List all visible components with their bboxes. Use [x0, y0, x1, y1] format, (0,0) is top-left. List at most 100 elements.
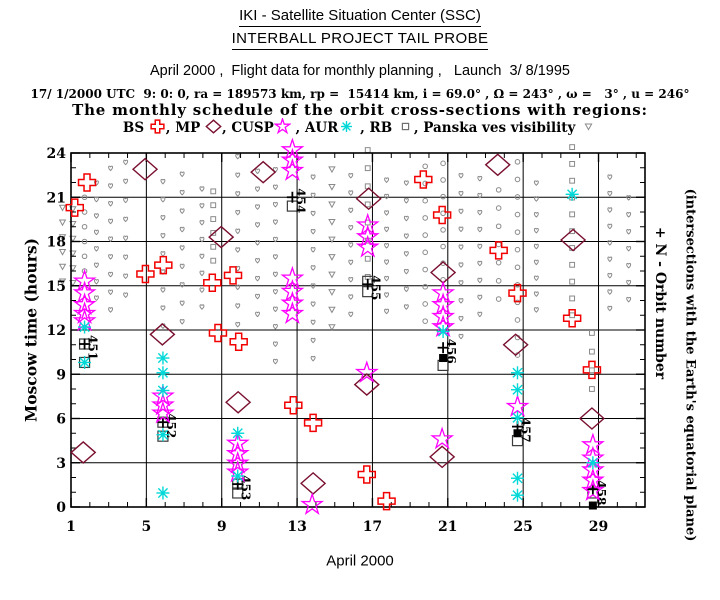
cusp-star-mark	[431, 292, 456, 316]
visibility-circ-mark	[422, 283, 428, 290]
visibility-heart-mark	[533, 227, 539, 234]
visibility-heart-mark	[458, 190, 464, 197]
bs-cross-mark	[489, 241, 508, 260]
visibility-sq-mark	[589, 386, 595, 392]
visibility-heart-mark	[123, 235, 129, 242]
aur-asterisk-mark	[231, 469, 245, 483]
visibility-heart-mark	[477, 294, 483, 301]
cusp-star-mark	[280, 265, 305, 289]
mp-diamond-mark	[502, 333, 529, 357]
visibility-sq-mark	[364, 255, 371, 262]
x-tick-label: 25	[513, 519, 532, 535]
diamond-legend-glyph	[205, 119, 222, 134]
x-axis-title: April 2000	[326, 552, 394, 570]
visibility-tri-mark	[328, 254, 336, 261]
visibility-heart-mark	[533, 212, 539, 218]
visibility-tri-mark	[58, 249, 67, 256]
visibility-heart-mark	[108, 307, 114, 313]
visibility-heart-mark	[179, 245, 185, 251]
visibility-heart-mark	[108, 165, 114, 172]
visibility-heart-mark	[626, 229, 632, 235]
visibility-circ-mark	[81, 194, 88, 201]
visibility-heart-mark	[160, 214, 166, 221]
visibility-heart-mark	[348, 259, 354, 266]
cross-legend-glyph	[150, 119, 165, 134]
bs-cross-mark	[229, 332, 248, 352]
visibility-circ-mark	[495, 187, 502, 193]
visibility-heart-mark	[255, 240, 260, 246]
visibility-sq-mark	[569, 312, 576, 319]
mp-diamond-mark	[353, 373, 380, 397]
visibility-heart-mark	[607, 305, 613, 312]
visibility-heart-mark	[179, 189, 185, 196]
visibility-heart-mark	[123, 292, 129, 299]
visibility-heart-mark	[310, 228, 316, 235]
orbit-elements-line: 17/ 1/2000 UTC 9: 0: 0, ra = 189573 km, …	[30, 87, 690, 101]
visibility-heart-mark	[348, 172, 354, 179]
visibility-circ-mark	[422, 197, 428, 204]
y-tick-label: 9	[56, 367, 66, 383]
visibility-heart-mark	[108, 236, 114, 243]
visibility-heart-mark	[160, 178, 166, 185]
cusp-star-mark	[280, 147, 305, 171]
visibility-heart-mark	[384, 226, 390, 233]
visibility-heart-mark	[458, 298, 464, 304]
visibility-heart-mark	[93, 295, 99, 302]
visibility-heart-mark	[255, 257, 260, 264]
visibility-heart-mark	[348, 276, 354, 283]
visibility-heart-mark	[310, 210, 316, 217]
visibility-heart-mark	[123, 273, 129, 280]
visibility-heart-mark	[160, 287, 166, 293]
visibility-sq-mark	[589, 348, 595, 355]
visibility-tri-mark	[58, 219, 67, 227]
asterisk-legend-glyph	[341, 120, 353, 133]
visibility-heart-mark	[310, 265, 316, 271]
visibility-circ-mark	[81, 209, 88, 215]
aur-asterisk-mark	[231, 426, 245, 440]
orbit-number-label: 454	[293, 188, 307, 213]
visibility-circ-mark	[422, 163, 428, 170]
bs-cross-mark	[136, 264, 155, 284]
aur-asterisk-mark	[156, 351, 170, 365]
mp-diamond-mark	[250, 160, 277, 184]
x-tick-label: 21	[438, 519, 457, 535]
visibility-heart-mark	[384, 292, 390, 298]
orbit-number-label: 456	[444, 339, 458, 364]
visibility-heart-mark	[477, 192, 483, 199]
bs-cross-mark	[203, 273, 222, 293]
orbit-number-label: 457	[519, 418, 533, 443]
visibility-heart-mark	[348, 190, 354, 196]
bs-cross-mark	[154, 255, 173, 275]
cusp-star-mark	[430, 426, 455, 450]
star-icon	[273, 116, 292, 135]
visibility-heart-mark	[348, 242, 354, 248]
right-axis-title-orbit-number: + N - Orbit number	[652, 226, 668, 380]
visibility-circ-mark	[495, 278, 502, 284]
visibility-heart-mark	[384, 243, 390, 249]
visibility-heart-mark	[179, 300, 185, 307]
cusp-star-mark	[225, 450, 250, 474]
visibility-heart-mark	[108, 289, 114, 296]
visibility-sq-mark	[364, 165, 371, 172]
cusp-star-mark	[151, 400, 175, 424]
visibility-heart-mark	[384, 193, 390, 200]
visibility-heart-mark	[93, 262, 99, 269]
legend-item-bs: BS ,	[122, 119, 176, 136]
star-legend-glyph	[273, 116, 292, 135]
mp-diamond-mark	[578, 407, 605, 430]
visibility-tri-mark	[58, 204, 67, 212]
cusp-star-mark	[280, 137, 305, 161]
visibility-heart-mark	[310, 192, 316, 199]
visibility-heart-mark	[123, 159, 129, 166]
visibility-heart-mark	[348, 224, 354, 231]
cusp-star-mark	[151, 392, 175, 416]
cusp-star-mark	[580, 478, 605, 502]
project-title-text: INTERBALL PROJECT TAIL PROBE	[231, 30, 489, 50]
visibility-columns	[58, 144, 632, 392]
y-tick-label: 0	[56, 500, 66, 516]
visibility-heart-mark	[626, 195, 632, 201]
visibility-heart-mark	[458, 244, 464, 251]
